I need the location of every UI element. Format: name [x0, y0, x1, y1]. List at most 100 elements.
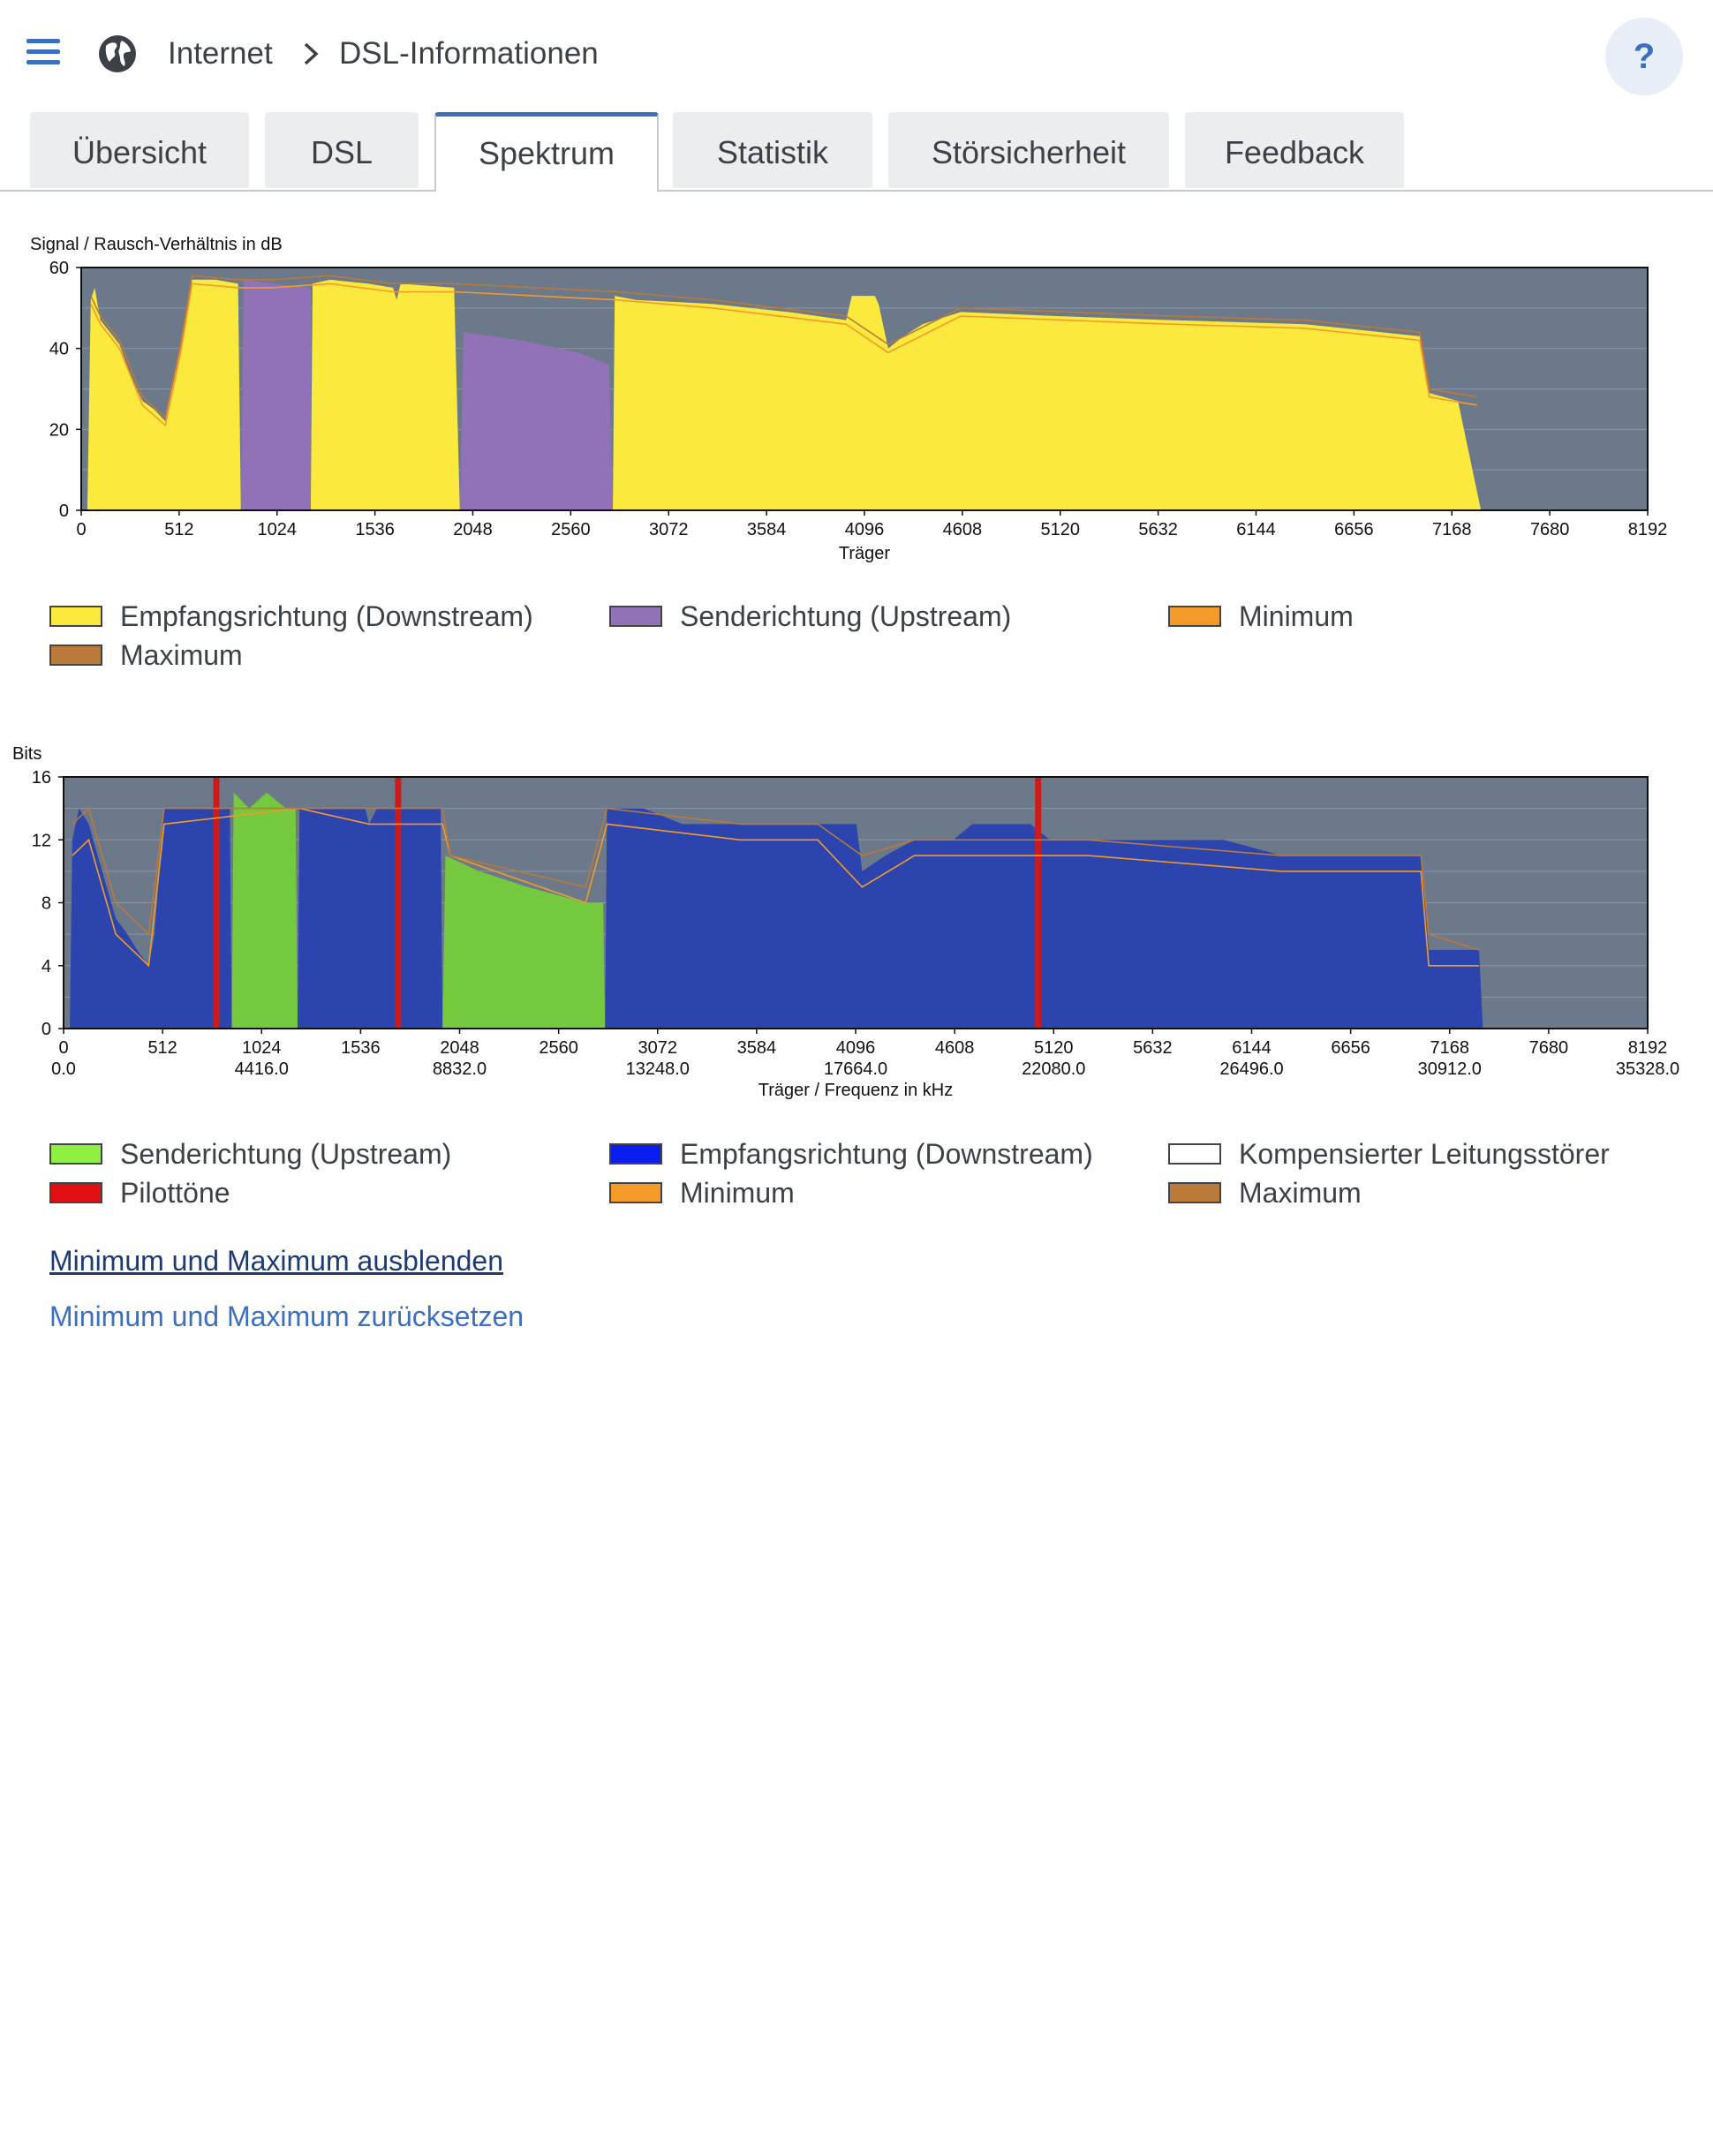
reset-minmax-link[interactable]: Minimum und Maximum zurücksetzen: [49, 1300, 524, 1332]
y-tick-label: 12: [32, 831, 51, 850]
x-tick-label: 5120: [1041, 520, 1081, 539]
y-tick-label: 16: [32, 768, 51, 788]
legend-label: Empfangsrichtung (Downstream): [120, 600, 533, 632]
x-tick-label: 1024: [242, 1038, 282, 1058]
page-title: DSL-Informationen: [339, 36, 599, 71]
series-line-minimum: [72, 807, 1479, 968]
bits-chart: 0 4 8 12 16 0 512 1024 1536 2048 2560 3072 3584 4096 4…: [12, 744, 1679, 1099]
x-tick-label: 6656: [1331, 1038, 1370, 1058]
freq-tick-label: 26496.0: [1219, 1059, 1283, 1079]
legend-label: Kompensierter Leitungsstörer: [1239, 1138, 1610, 1170]
x-tick-label: 8192: [1628, 520, 1668, 539]
y-tick-label: 8: [42, 894, 51, 914]
freq-tick-label: 13248.0: [626, 1059, 690, 1079]
pilot-tone-line: [213, 777, 220, 1029]
freq-tick-label: 4416.0: [235, 1059, 289, 1079]
x-tick-label: 7680: [1530, 520, 1570, 539]
x-tick-label: 512: [147, 1038, 177, 1058]
y-tick-label: 20: [49, 420, 69, 440]
x-tick-label: 3584: [737, 1038, 777, 1058]
legend-swatch: [1168, 606, 1221, 627]
menu-icon[interactable]: [26, 39, 60, 65]
x-tick-label: 1024: [258, 520, 298, 539]
freq-tick-label: 17664.0: [824, 1059, 887, 1079]
x-tick-label: 4096: [836, 1038, 876, 1058]
x-tick-label: 3072: [638, 1038, 678, 1058]
legend-swatch: [609, 606, 662, 627]
x-tick-label: 2048: [453, 520, 493, 539]
x-tick-label: 8192: [1628, 1038, 1668, 1058]
x-tick-label: 3584: [747, 520, 787, 539]
chevron-right-icon: [304, 42, 319, 65]
tab-bar: Übersicht DSL Spektrum Statistik Störsic…: [0, 112, 1713, 192]
series-area-0: [70, 808, 1483, 1029]
top-bar: Internet DSL-Informationen ?: [0, 0, 1713, 115]
freq-tick-label: 35328.0: [1616, 1059, 1679, 1079]
tab-feedback[interactable]: Feedback: [1185, 112, 1404, 188]
tab-spektrum[interactable]: Spektrum: [434, 112, 659, 192]
y-tick-label: 60: [49, 259, 69, 278]
x-tick-label: 4096: [845, 520, 885, 539]
legend-swatch: [49, 645, 102, 666]
legend-label: Senderichtung (Upstream): [120, 1138, 452, 1170]
x-tick-label: 1536: [341, 1038, 381, 1058]
freq-tick-label: 22080.0: [1022, 1059, 1085, 1079]
x-tick-label: 7680: [1529, 1038, 1569, 1058]
legend-swatch: [609, 1182, 662, 1203]
legend-swatch: [1168, 1143, 1221, 1165]
x-tick-label: 5632: [1138, 520, 1178, 539]
x-tick-label: 6144: [1236, 520, 1276, 539]
hide-minmax-link[interactable]: Minimum und Maximum ausblenden: [49, 1245, 503, 1277]
x-tick-label: 3072: [649, 520, 689, 539]
x-tick-label: 2048: [440, 1038, 479, 1058]
help-button[interactable]: ?: [1605, 18, 1683, 95]
snr-chart: 0 20 40 60 0 512 1024 1536 2048 2560 3072 3584 4096 4…: [30, 235, 1668, 563]
pilot-tone-line: [1035, 777, 1042, 1029]
y-tick-label: 40: [49, 340, 69, 359]
series-area-0: [87, 279, 1482, 510]
y-tick-label: 0: [59, 501, 69, 521]
x-tick-label: 2560: [539, 1038, 578, 1058]
tab-statistik[interactable]: Statistik: [673, 112, 872, 188]
legend-label: Maximum: [120, 639, 243, 671]
x-tick-label: 512: [164, 520, 193, 539]
legend-label: Minimum: [1239, 600, 1354, 632]
series-area-1: [231, 792, 606, 1029]
y-tick-label: 4: [42, 957, 51, 976]
x-tick-label: 4608: [943, 520, 983, 539]
tab-dsl[interactable]: DSL: [265, 112, 419, 188]
tab-stoersicherheit[interactable]: Störsicherheit: [888, 112, 1169, 188]
breadcrumb-section[interactable]: Internet: [168, 36, 273, 71]
x-axis-label: Träger: [839, 544, 891, 563]
series-line-minimum: [90, 283, 1477, 427]
freq-tick-label: 30912.0: [1418, 1059, 1482, 1079]
x-tick-label: 5632: [1133, 1038, 1173, 1058]
y-axis-label: Signal / Rausch-Verhältnis in dB: [30, 235, 283, 254]
y-tick-label: 0: [42, 1020, 51, 1039]
x-tick-label: 7168: [1432, 520, 1472, 539]
x-tick-label: 4608: [935, 1038, 975, 1058]
series-line-maximum: [72, 807, 1480, 951]
legend-swatch: [1168, 1182, 1221, 1203]
pilot-tone-line: [395, 777, 402, 1029]
tab-uebersicht[interactable]: Übersicht: [30, 112, 249, 188]
freq-tick-label: 8832.0: [433, 1059, 487, 1079]
legend-swatch: [49, 1182, 102, 1203]
legend-label: Senderichtung (Upstream): [680, 600, 1012, 632]
freq-tick-label: 0.0: [51, 1059, 76, 1079]
x-tick-label: 7168: [1430, 1038, 1470, 1058]
legend-swatch: [49, 1143, 102, 1165]
x-tick-label: 5120: [1034, 1038, 1074, 1058]
x-tick-label: 1536: [355, 520, 395, 539]
x-tick-label: 6144: [1232, 1038, 1272, 1058]
x-tick-label: 0: [58, 1038, 68, 1058]
legend-swatch: [609, 1143, 662, 1165]
x-tick-label: 2560: [551, 520, 591, 539]
legend-label: Empfangsrichtung (Downstream): [680, 1138, 1093, 1170]
globe-icon: [99, 35, 136, 72]
x-tick-label: 0: [76, 520, 86, 539]
x-axis-label: Träger / Frequenz in kHz: [758, 1081, 953, 1099]
series-area-1: [240, 279, 613, 510]
legend-label: Maximum: [1239, 1177, 1362, 1209]
x-tick-label: 6656: [1334, 520, 1374, 539]
